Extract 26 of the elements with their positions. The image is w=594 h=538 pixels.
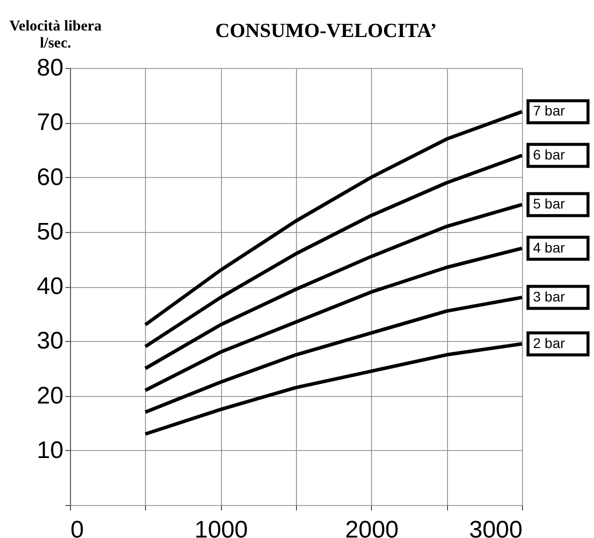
chart-title: CONSUMO-VELOCITA’ (215, 20, 437, 42)
y-tick-label: 40 (36, 273, 64, 300)
y-tick-label: 30 (36, 328, 64, 355)
x-tick-label: 0 (70, 516, 84, 538)
y-tick-label: 70 (36, 109, 64, 136)
line-series (144, 154, 524, 348)
line-series (144, 246, 524, 392)
series-label: 7 bar (533, 102, 566, 119)
line-series (144, 202, 524, 370)
y-tick-label: 10 (36, 436, 64, 464)
x-tick-label: 1000 (194, 516, 248, 538)
y-tick-label: 80 (36, 54, 64, 82)
y-tick-label: 50 (36, 218, 64, 246)
series-label: 3 bar (533, 288, 566, 304)
y-tick-label: 60 (36, 164, 64, 191)
x-tick-label: 3000 (469, 516, 522, 538)
x-tick-label: 2000 (345, 516, 399, 538)
series-label: 4 bar (533, 239, 566, 256)
y-axis-title: Velocità libera l/sec. (9, 18, 102, 52)
series-label: 5 bar (533, 196, 566, 212)
series-label: 6 bar (533, 146, 566, 162)
y-tick-label: 20 (36, 382, 64, 410)
line-series (144, 110, 524, 326)
line-series (144, 342, 524, 436)
line-series (144, 296, 524, 414)
series-label: 2 bar (533, 334, 566, 351)
